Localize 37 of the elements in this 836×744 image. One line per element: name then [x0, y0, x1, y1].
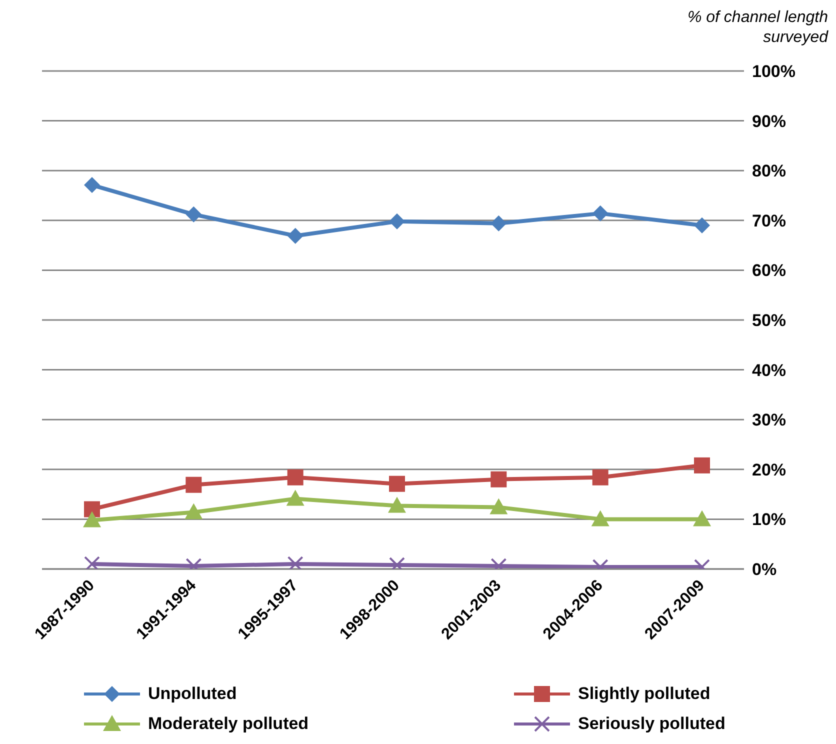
point: [184, 503, 203, 520]
y-tick-label: 30%: [752, 410, 786, 430]
point: [592, 205, 608, 222]
y-tick-label: 90%: [752, 112, 786, 131]
point: [84, 501, 100, 518]
y-tick-label: 10%: [752, 510, 786, 530]
point: [83, 511, 101, 528]
point: [389, 213, 405, 230]
point: [694, 457, 710, 474]
y-tick-label: 50%: [752, 311, 786, 330]
y-axis-title: % of channel length surveyed: [686, 8, 828, 48]
point: [490, 471, 507, 488]
point: [389, 476, 405, 492]
point: [591, 510, 610, 526]
y-tick-label: 0%: [752, 560, 777, 580]
y-tick-label: 100%: [752, 62, 796, 82]
point: [388, 496, 406, 513]
y-tick-label: 40%: [752, 360, 786, 380]
point: [186, 476, 202, 493]
point: [84, 177, 100, 194]
point: [592, 469, 608, 486]
point: [490, 215, 507, 232]
point: [186, 206, 202, 222]
point: [286, 490, 304, 506]
y-tick-label: 60%: [752, 261, 786, 280]
y-tick-label: 80%: [752, 162, 786, 181]
legend-label: Seriously polluted: [578, 714, 726, 734]
y-tick-label: 20%: [752, 460, 786, 480]
point: [490, 498, 508, 514]
y-tick-label: 70%: [752, 211, 786, 230]
legend-label: Unpolluted: [148, 684, 237, 704]
legend-label: Moderately polluted: [148, 714, 309, 734]
point: [287, 228, 304, 244]
point: [693, 510, 711, 526]
point: [694, 217, 710, 234]
point: [287, 469, 304, 486]
legend-label: Slightly polluted: [578, 684, 712, 704]
